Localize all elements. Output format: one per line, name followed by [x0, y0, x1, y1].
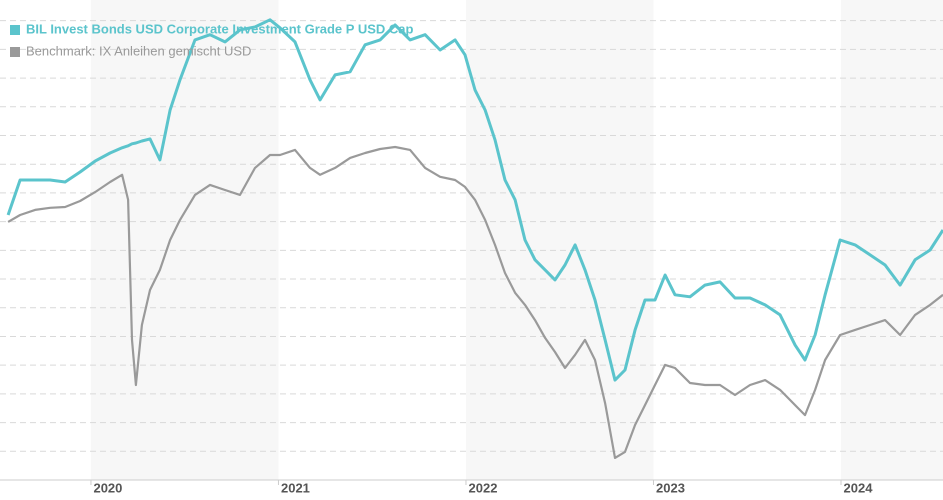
x-tick-label: 2020 [93, 480, 122, 495]
legend-label: Benchmark: IX Anleihen gemischt USD [26, 43, 251, 58]
series-line [6, 18, 943, 382]
x-tick-label: 2022 [469, 480, 498, 495]
x-tick-label: 2021 [281, 480, 310, 495]
year-band [840, 0, 943, 480]
year-band [90, 0, 279, 480]
series-line [7, 145, 943, 459]
x-tick-label: 2023 [656, 480, 685, 495]
legend-label: BIL Invest Bonds USD Corporate Investmen… [26, 21, 413, 36]
legend-swatch [10, 25, 20, 35]
year-band [465, 0, 654, 480]
legend-swatch [10, 47, 20, 57]
x-tick-label: 2024 [844, 480, 874, 495]
